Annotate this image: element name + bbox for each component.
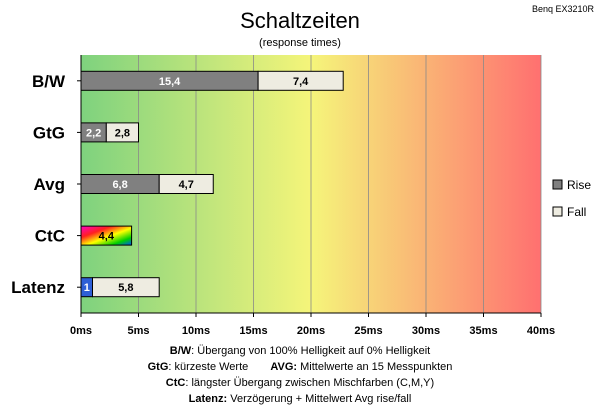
fall-bar <box>158 174 214 194</box>
legend-swatch <box>552 179 563 190</box>
x-tick-labels: 0ms 5ms 10ms 15ms 20ms 25ms 30ms 35ms 40ms <box>70 325 555 337</box>
rise-value-label: 6,8 <box>112 179 127 191</box>
x-tick-label: 15ms <box>239 325 267 337</box>
footnote-latenz-key: Latenz: <box>188 393 228 405</box>
category-label: Avg <box>34 175 66 194</box>
fall-bar <box>92 277 160 298</box>
corner-label: Benq EX3210R <box>532 4 595 14</box>
legend: Rise Fall <box>552 178 591 219</box>
x-tick-label: 35ms <box>469 325 497 337</box>
rise-value-label: 15,4 <box>159 76 181 88</box>
footnote-ctc-key: CtC <box>165 377 186 389</box>
footnote-gtg-key: GtG <box>147 361 169 373</box>
fall-bar <box>105 122 140 143</box>
category-labels: B/W GtG Avg CtC Latenz <box>11 72 81 297</box>
footnote-avg-text: Mittelwerte an 15 Messpunkten <box>297 361 453 373</box>
rise-value-label: 4,4 <box>99 231 115 243</box>
fall-value-label: 7,4 <box>293 76 309 88</box>
footnote-gtg-avg: GtG: kürzeste Werte AVG: Mittelwerte an … <box>0 359 600 375</box>
x-tick-label: 10ms <box>182 325 210 337</box>
footnote-ctc: CtC: längster Übergang zwischen Mischfar… <box>0 375 600 391</box>
fall-value-label: 4,7 <box>179 179 194 191</box>
category-label: B/W <box>32 72 66 91</box>
footnote-latenz: Latenz: Verzögerung + Mittelwert Avg ris… <box>0 391 600 407</box>
x-tick-label: 5ms <box>127 325 149 337</box>
footnote-bw-text: : Übergang von 100% Helligkeit auf 0% He… <box>191 345 431 357</box>
x-tick-label: 0ms <box>70 325 92 337</box>
category-label: Latenz <box>11 278 65 297</box>
category-label: CtC <box>35 227 65 246</box>
footnote-avg-key: AVG: <box>270 361 298 373</box>
footnote-latenz-text: Verzögerung + Mittelwert Avg rise/fall <box>227 393 412 405</box>
fall-bar <box>257 70 344 91</box>
rise-value-label: 1 <box>84 282 90 294</box>
fall-value-label: 2,8 <box>115 127 130 139</box>
x-tick-label: 40ms <box>527 325 555 337</box>
footnote-ctc-text: : längster Übergang zwischen Mischfarben… <box>185 377 435 389</box>
x-tick-label: 20ms <box>297 325 325 337</box>
bar-group: 15,4 7,4 2,2 2,8 6,8 4,7 4,4 1 5,8 <box>80 70 344 298</box>
chart-title: Schaltzeiten <box>240 8 360 33</box>
legend-label: Rise <box>567 178 591 192</box>
category-label: GtG <box>33 123 65 142</box>
footnote-gtg-text: : kürzeste Werte <box>168 361 249 373</box>
legend-label: Fall <box>567 205 586 219</box>
x-tick-label: 25ms <box>354 325 382 337</box>
chart-subtitle: (response times) <box>259 37 341 49</box>
x-tick-label: 30ms <box>412 325 440 337</box>
grid-lines <box>80 55 542 317</box>
footnote-bw: B/W: Übergang von 100% Helligkeit auf 0%… <box>0 343 600 359</box>
rise-value-label: 2,2 <box>86 127 101 139</box>
legend-swatch <box>552 206 563 217</box>
footnote-bw-key: B/W <box>169 345 192 357</box>
fall-value-label: 5,8 <box>118 282 133 294</box>
